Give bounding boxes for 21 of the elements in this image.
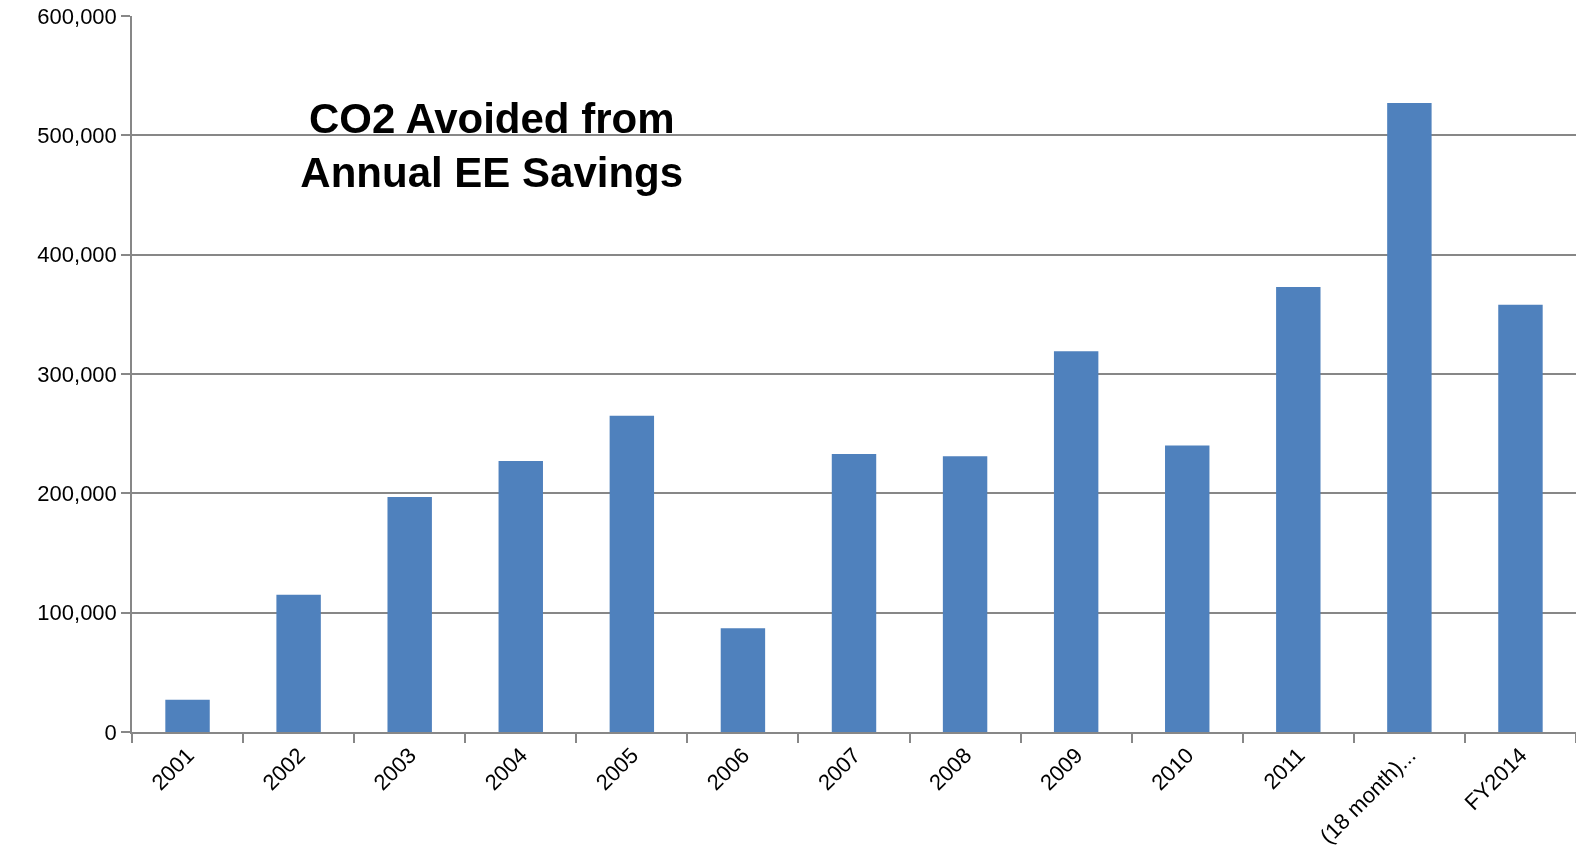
y-tick-label: 500,000 <box>37 123 117 149</box>
y-tick-label: 600,000 <box>37 3 117 29</box>
bar <box>720 628 766 732</box>
y-tick-label: 300,000 <box>37 361 117 387</box>
bar <box>165 699 210 732</box>
y-tick-label: 100,000 <box>37 600 117 626</box>
y-tick-label: 200,000 <box>37 481 117 507</box>
bar <box>942 456 988 732</box>
text: CO2 Avoided from Annual EE Savings <box>300 94 684 197</box>
y-tick-label: 0 <box>104 719 117 745</box>
bar <box>1387 103 1432 732</box>
y-tick-label: 400,000 <box>37 242 117 268</box>
bar <box>1276 286 1321 732</box>
bar <box>387 496 432 732</box>
bar <box>609 415 655 732</box>
bar <box>1053 351 1099 732</box>
bar <box>831 453 877 732</box>
bar <box>1498 304 1543 732</box>
bar <box>276 594 321 732</box>
bar <box>1165 445 1210 732</box>
bar <box>498 461 543 732</box>
